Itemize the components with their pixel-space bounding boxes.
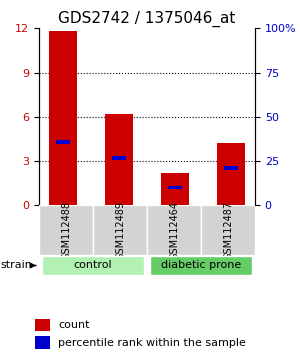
Bar [93,205,147,255]
Bar [150,256,252,275]
Bar [56,140,70,144]
Text: control: control [74,261,112,270]
Bar [161,173,189,205]
Text: diabetic prone: diabetic prone [161,261,241,270]
Bar [147,205,201,255]
Text: GSM112489: GSM112489 [115,201,125,259]
Text: GSM112488: GSM112488 [61,201,71,259]
Bar [39,205,93,255]
Bar [105,114,133,205]
Text: count: count [58,320,89,330]
Bar [201,205,255,255]
Bar [49,31,77,205]
Bar [217,143,245,205]
Bar [224,166,238,170]
Text: GSM112464: GSM112464 [169,201,179,259]
Bar [35,336,50,349]
Title: GDS2742 / 1375046_at: GDS2742 / 1375046_at [58,11,236,27]
Bar [168,186,182,189]
Bar [35,319,50,331]
Text: strain: strain [1,261,32,270]
Text: GSM112487: GSM112487 [223,200,233,260]
Bar [112,156,126,160]
Text: percentile rank within the sample: percentile rank within the sample [58,338,246,348]
Bar [42,256,144,275]
